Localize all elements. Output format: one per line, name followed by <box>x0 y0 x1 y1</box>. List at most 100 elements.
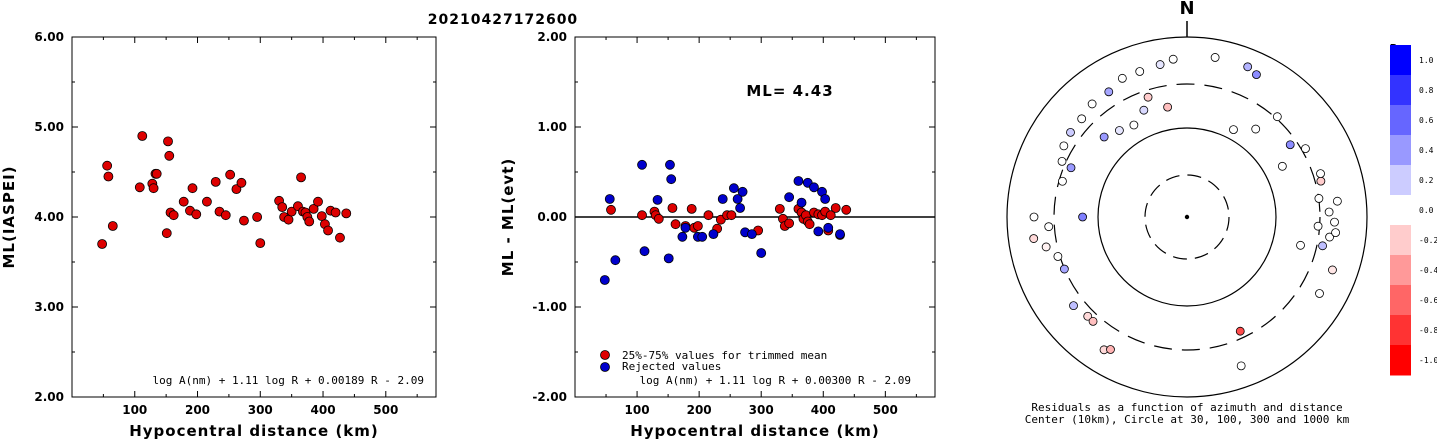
x-tick-label: 400 <box>811 403 836 417</box>
data-point <box>666 174 677 185</box>
data-point <box>637 210 647 221</box>
colorbar-block <box>1390 255 1411 286</box>
station-point <box>1066 127 1075 137</box>
data-point <box>703 210 714 221</box>
data-point <box>335 232 345 243</box>
x-axis-ticks: 100 200 300 400 500 <box>605 37 917 417</box>
station-point <box>1296 240 1305 250</box>
data-point <box>804 219 815 230</box>
circle-300km <box>1053 83 1321 351</box>
legend-marker-rejected <box>600 362 610 372</box>
station-point <box>1316 176 1326 186</box>
y-axis-ticks: 2.00 3.00 4.00 5.00 6.00 <box>34 30 436 404</box>
data-point <box>148 183 159 194</box>
station-point <box>1210 53 1220 62</box>
station-point <box>1235 326 1245 336</box>
data-point <box>667 203 678 213</box>
station-point <box>1251 124 1261 134</box>
data-point <box>134 182 145 193</box>
data-point <box>599 275 610 285</box>
colorbar-block <box>1390 195 1411 226</box>
data-point <box>316 211 327 222</box>
station-point <box>1088 316 1098 326</box>
station-point <box>1143 92 1153 102</box>
data-point <box>151 168 162 179</box>
colorbar-tick-label: 0.4 <box>1419 146 1434 155</box>
colorbar-tick-label: -1.0 <box>1419 356 1437 365</box>
station-point <box>1059 264 1069 274</box>
colorbar-ticks: 1.0 0.8 0.6 0.4 0.2 0.0 -0.2 -0.4 -0.6 -0.8 -1.0 <box>1419 56 1437 365</box>
data-point <box>813 226 824 237</box>
circle-100km <box>1097 127 1277 307</box>
data-point <box>178 196 189 207</box>
data-point <box>606 204 616 215</box>
legend-label-rejected: Rejected values <box>622 360 721 373</box>
x-axis-label: Hypocentral distance (km) <box>129 422 379 440</box>
epicenter-marker <box>1184 214 1190 220</box>
data-point <box>107 221 118 231</box>
data-point <box>220 210 231 221</box>
data-point <box>774 203 785 214</box>
station-point <box>1099 132 1109 142</box>
data-point <box>103 171 114 182</box>
colorbar-block <box>1390 315 1411 346</box>
station-point <box>1139 105 1149 115</box>
data-point <box>708 229 719 240</box>
station-point <box>1229 125 1238 134</box>
circle-30km <box>1144 174 1230 260</box>
station-point <box>1066 163 1076 173</box>
station-point <box>1331 228 1340 238</box>
station-point <box>1314 194 1324 203</box>
data-point <box>286 206 297 217</box>
data-point <box>277 202 288 213</box>
data-point <box>793 176 804 186</box>
data-point <box>737 186 748 197</box>
station-point <box>1285 140 1295 150</box>
station-point <box>1272 112 1282 122</box>
colorbar-tick-label: -0.8 <box>1419 326 1437 335</box>
colorbar-block <box>1390 225 1411 256</box>
residual-colorbar: Res 1.00.80.60.40.20.0-0.2-0.4-0.6-0.8-1… <box>1390 43 1437 376</box>
station-point <box>1168 54 1178 64</box>
data-point <box>637 159 647 170</box>
data-point <box>102 160 113 171</box>
station-point <box>1058 176 1067 186</box>
data-point <box>231 184 242 195</box>
station-point <box>1041 242 1051 252</box>
data-point <box>756 248 767 258</box>
x-tick-label: 200 <box>687 403 712 417</box>
station-point <box>1163 102 1173 112</box>
x-tick-label: 100 <box>122 403 147 417</box>
data-point <box>820 194 831 204</box>
station-points <box>1029 53 1342 371</box>
y-tick-label: 2.00 <box>537 30 567 44</box>
station-point <box>1332 196 1342 206</box>
magnitude-vs-distance-chart: 2.00 3.00 4.00 5.00 6.00 100 200 300 400 500 ML(… <box>0 30 437 440</box>
data-point <box>164 150 175 161</box>
data-point <box>653 213 664 224</box>
formula: log A(nm) + 1.11 log R + 0.00300 R - 2.0… <box>639 374 911 387</box>
data-point <box>308 203 319 214</box>
data-point <box>717 194 728 204</box>
colorbar-block <box>1390 345 1411 376</box>
colorbar-tick-label: -0.4 <box>1419 266 1437 275</box>
station-point <box>1316 169 1325 179</box>
station-point <box>1029 212 1039 222</box>
data-point <box>304 216 315 227</box>
colorbar-tick-label: 0.6 <box>1419 116 1434 125</box>
data-point <box>604 194 615 204</box>
station-point <box>1083 311 1093 321</box>
data-point <box>137 131 148 141</box>
colorbar-tick-label: 0.8 <box>1419 86 1434 95</box>
y-tick-label: -2.00 <box>532 390 567 404</box>
station-point <box>1078 212 1087 222</box>
station-point <box>1104 87 1114 97</box>
data-point <box>639 246 650 257</box>
colorbar-block <box>1390 135 1411 166</box>
data-point <box>728 183 739 194</box>
ml-annotation: ML= 4.43 <box>746 82 833 100</box>
data-point <box>252 212 263 222</box>
station-point <box>1330 217 1339 227</box>
y-axis-label: ML(IASPEI) <box>0 165 18 268</box>
x-tick-label: 200 <box>185 403 210 417</box>
